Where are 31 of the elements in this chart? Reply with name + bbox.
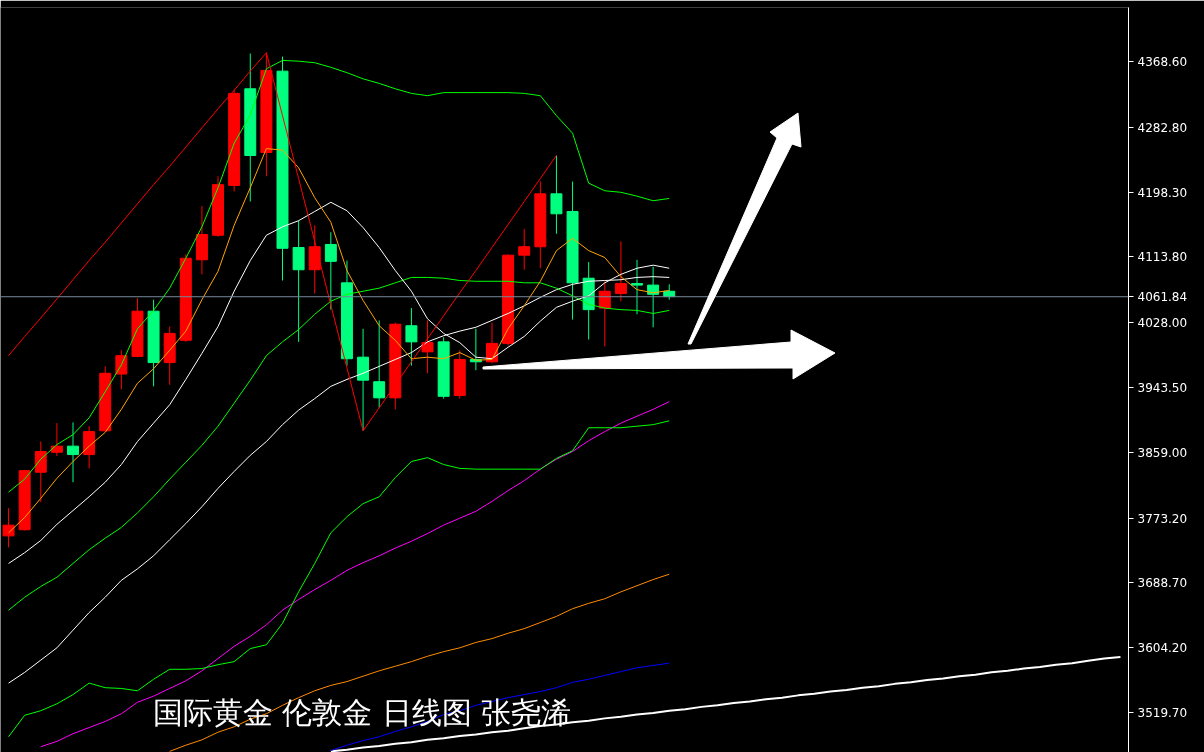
candlestick (292, 220, 305, 343)
line-series (8, 52, 557, 432)
candlestick (631, 259, 643, 315)
candlestick (2, 507, 15, 548)
y-tick-label: 4113.80 (1137, 250, 1188, 265)
y-tick-label: 4282.80 (1137, 120, 1188, 135)
candlestick (405, 307, 418, 367)
y-tick-label: 4198.30 (1137, 185, 1188, 200)
y-tick-label: 3688.70 (1137, 576, 1188, 591)
line-series (8, 276, 670, 611)
candlestick (83, 425, 96, 469)
candlestick (614, 240, 627, 302)
candlestick (421, 319, 434, 374)
y-tick-label: 3604.20 (1137, 641, 1188, 656)
y-tick-label: 3773.20 (1137, 511, 1188, 526)
candlestick (308, 224, 321, 295)
candlestick (518, 228, 531, 271)
y-tick-label: 4368.60 (1137, 54, 1188, 69)
candlestick (373, 319, 386, 409)
candlestick (357, 328, 370, 432)
ref-line-label: 4061.84 (1137, 290, 1188, 305)
y-tick-label: 3943.50 (1137, 380, 1188, 395)
line-series (8, 59, 670, 493)
candlestick (34, 441, 47, 503)
y-tick-label: 3859.00 (1137, 445, 1188, 460)
candlestick (50, 422, 63, 457)
candlestick (67, 421, 79, 483)
candlestick (550, 155, 563, 235)
y-tick-label: 4028.00 (1137, 316, 1188, 331)
candlestick (324, 231, 337, 311)
y-tick-label: 3519.70 (1137, 705, 1188, 720)
